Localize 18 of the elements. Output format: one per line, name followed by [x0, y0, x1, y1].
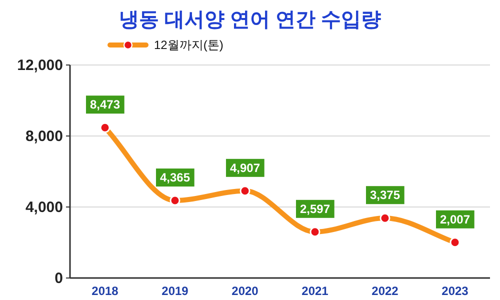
data-label: 2,007 — [440, 212, 470, 226]
x-tick-label: 2021 — [302, 284, 329, 298]
y-tick-label: 8,000 — [25, 128, 63, 145]
chart-title: 냉동 대서양 연어 연간 수입량 — [118, 9, 382, 31]
y-tick-label: 12,000 — [17, 57, 63, 74]
x-tick-label: 2018 — [92, 284, 119, 298]
data-label: 4,365 — [160, 170, 190, 185]
y-tick-label: 4,000 — [25, 199, 63, 216]
data-label: 8,473 — [90, 98, 120, 112]
data-label: 2,597 — [300, 202, 330, 216]
y-tick-label: 0 — [54, 270, 63, 287]
x-tick-label: 2023 — [442, 284, 469, 298]
x-tick-label: 2020 — [232, 284, 259, 298]
data-label: 4,907 — [230, 160, 260, 175]
legend-label: 12월까지(톤) — [154, 38, 224, 52]
x-tick-label: 2019 — [162, 284, 189, 298]
x-tick-label: 2022 — [372, 284, 399, 298]
data-label: 3,375 — [370, 188, 400, 202]
